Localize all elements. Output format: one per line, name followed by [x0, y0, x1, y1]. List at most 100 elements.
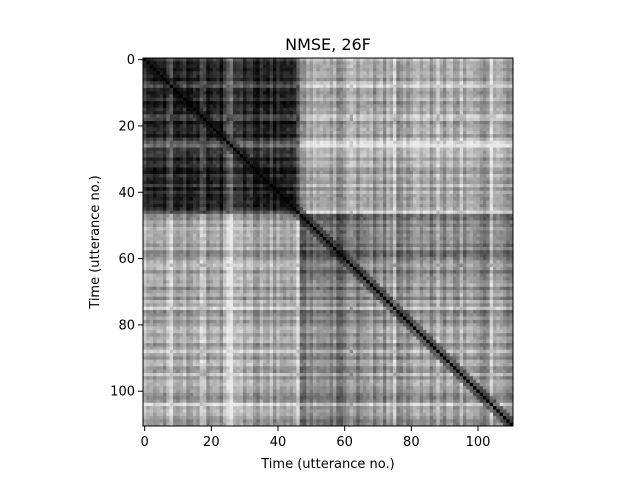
heatmap-cell: [199, 58, 204, 62]
heatmap-cell: [276, 137, 281, 142]
heatmap-cell: [163, 91, 167, 95]
heatmap-cell: [199, 104, 204, 109]
heatmap-cell: [393, 124, 397, 128]
heatmap-cell: [356, 167, 361, 172]
heatmap-cell: [323, 91, 327, 95]
heatmap-cell: [263, 104, 267, 109]
heatmap-cell: [349, 84, 354, 89]
heatmap-cell: [429, 140, 434, 145]
heatmap-cell: [163, 87, 167, 92]
heatmap-cell: [166, 97, 171, 102]
heatmap-cell: [146, 150, 151, 155]
heatmap-cell: [499, 203, 504, 208]
heatmap-cell: [173, 183, 177, 188]
heatmap-cell: [219, 183, 224, 188]
heatmap-cell: [173, 167, 177, 172]
heatmap-cell: [506, 84, 511, 89]
heatmap-cell: [469, 107, 474, 112]
heatmap-cell: [266, 197, 271, 201]
heatmap-cell: [173, 200, 177, 205]
heatmap-cell: [356, 157, 361, 162]
heatmap-cell: [216, 150, 221, 155]
heatmap-cell: [266, 187, 271, 191]
heatmap-cell: [279, 170, 284, 175]
heatmap-cell: [296, 197, 301, 201]
heatmap-cell: [179, 97, 184, 102]
heatmap-cell: [356, 117, 361, 122]
heatmap-cell: [253, 187, 257, 191]
heatmap-cell: [173, 140, 177, 145]
heatmap-cell: [369, 160, 374, 165]
heatmap-cell: [209, 74, 214, 79]
heatmap-cell: [206, 114, 211, 119]
heatmap-cell: [209, 117, 214, 122]
heatmap-cell: [246, 180, 251, 185]
heatmap-cell: [169, 197, 174, 201]
heatmap-cell: [459, 124, 464, 128]
heatmap-cell: [423, 74, 427, 79]
heatmap-cell: [249, 160, 254, 165]
heatmap-cell: [466, 154, 471, 158]
heatmap-cell: [179, 61, 184, 65]
heatmap-cell: [143, 160, 147, 165]
heatmap-cell: [363, 160, 367, 165]
heatmap-cell: [213, 111, 217, 115]
heatmap-cell: [386, 77, 391, 82]
heatmap-cell: [276, 120, 281, 125]
heatmap-cell: [366, 187, 371, 191]
heatmap-cell: [249, 64, 254, 69]
heatmap-cell: [269, 71, 274, 75]
heatmap-cell: [316, 154, 321, 158]
heatmap-cell: [143, 167, 147, 172]
heatmap-cell: [343, 58, 347, 62]
heatmap-cell: [413, 167, 417, 172]
heatmap-cell: [476, 193, 481, 198]
heatmap-cell: [159, 170, 164, 175]
heatmap-cell: [176, 180, 181, 185]
heatmap-cell: [469, 81, 474, 85]
heatmap-cell: [376, 203, 381, 208]
heatmap-cell: [193, 64, 197, 69]
heatmap-cell: [483, 71, 487, 75]
heatmap-cell: [396, 203, 401, 208]
heatmap-cell: [456, 120, 461, 125]
heatmap-cell: [416, 87, 421, 92]
heatmap-cell: [273, 160, 277, 165]
heatmap-cell: [373, 87, 377, 92]
heatmap-cell: [249, 107, 254, 112]
heatmap-cell: [436, 134, 441, 138]
heatmap-cell: [443, 94, 447, 99]
heatmap-cell: [393, 150, 397, 155]
heatmap-cell: [326, 81, 331, 85]
heatmap-cell: [216, 130, 221, 135]
heatmap-cell: [433, 137, 437, 142]
heatmap-cell: [406, 147, 411, 152]
heatmap-cell: [329, 84, 334, 89]
heatmap-cell: [463, 97, 467, 102]
heatmap-cell: [459, 190, 464, 195]
heatmap-cell: [269, 134, 274, 138]
heatmap-cell: [469, 58, 474, 62]
heatmap-cell: [296, 104, 301, 109]
heatmap-cell: [286, 111, 291, 115]
heatmap-cell: [286, 147, 291, 152]
heatmap-cell: [339, 193, 344, 198]
heatmap-cell: [196, 101, 201, 105]
heatmap-cell: [186, 203, 191, 208]
heatmap-cell: [463, 154, 467, 158]
heatmap-cell: [193, 130, 197, 135]
heatmap-cell: [349, 170, 354, 175]
heatmap-cell: [179, 84, 184, 89]
heatmap-cell: [329, 193, 334, 198]
heatmap-cell: [193, 134, 197, 138]
heatmap-cell: [416, 150, 421, 155]
heatmap-cell: [246, 130, 251, 135]
heatmap-cell: [169, 174, 174, 178]
heatmap-cell: [243, 67, 247, 72]
heatmap-cell: [359, 77, 364, 82]
heatmap-cell: [196, 94, 201, 99]
heatmap-cell: [469, 193, 474, 198]
heatmap-cell: [366, 111, 371, 115]
heatmap-cell: [306, 107, 311, 112]
heatmap-cell: [496, 134, 501, 138]
